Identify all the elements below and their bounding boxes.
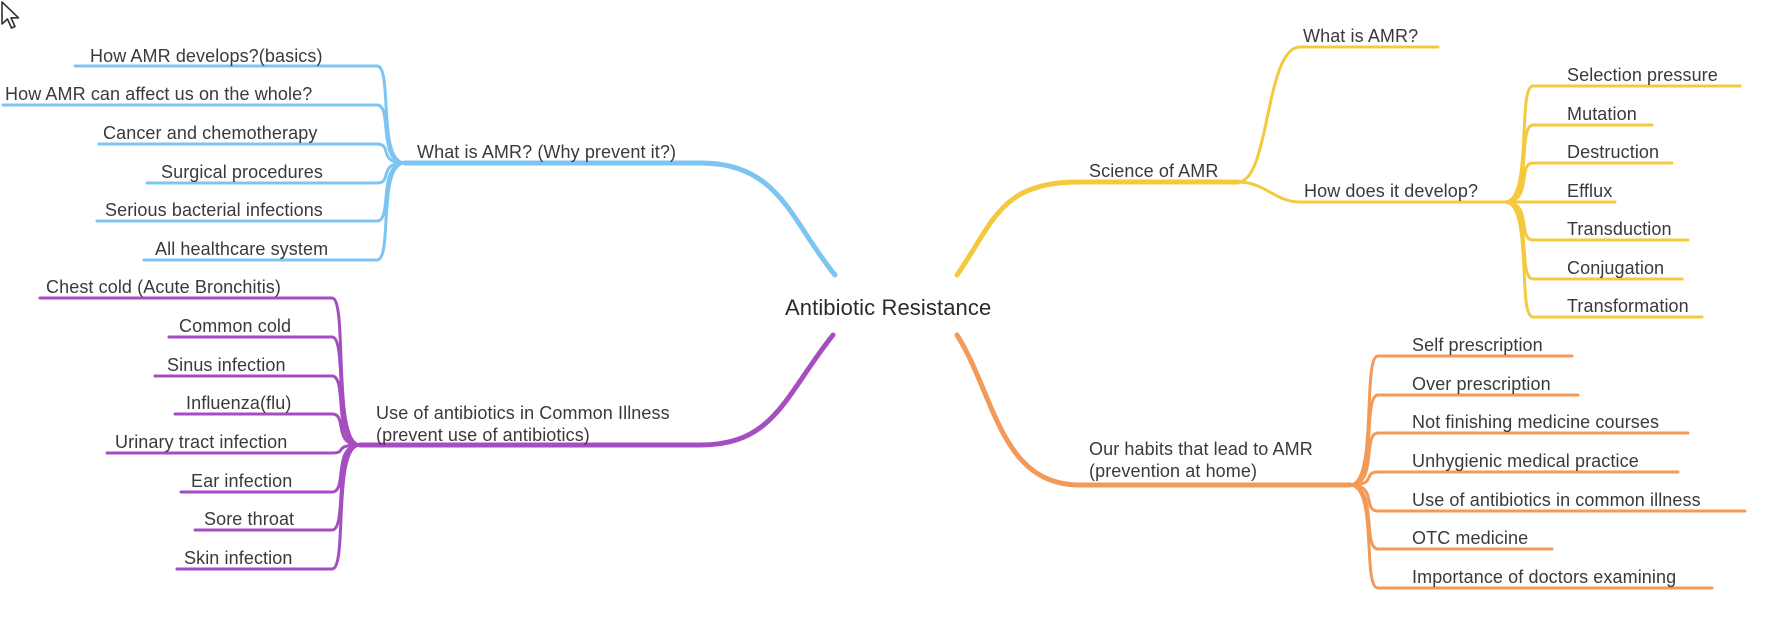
subtopic-serious-bacterial-infections[interactable]: Serious bacterial infections: [105, 200, 323, 220]
connector-purple-child: [175, 443, 362, 571]
subtopic-importance-of-doctors-examining[interactable]: Importance of doctors examining: [1412, 567, 1677, 587]
subtopic-otc-medicine[interactable]: OTC medicine: [1412, 528, 1529, 548]
subtopic-sinus-infection[interactable]: Sinus infection: [167, 355, 286, 375]
connector-orange-child: [1348, 393, 1580, 487]
subtopic-use-of-antibiotics-in-common-illness[interactable]: Use of antibiotics in common illness: [1412, 490, 1701, 510]
subtopic-influenza[interactable]: Influenza(flu): [186, 393, 292, 413]
topic-line-1: Use of antibiotics in Common Illness: [376, 403, 670, 423]
connector-orange-child: [1348, 431, 1690, 487]
connector-yellow-leaf: [1503, 200, 1704, 319]
subtopic-urinary-tract-infection[interactable]: Urinary tract infection: [115, 432, 288, 452]
topic-what-is-amr-why-prevent[interactable]: What is AMR? (Why prevent it?): [417, 142, 677, 162]
connector-orange-child: [1348, 483, 1714, 590]
subtopic-ear-infection[interactable]: Ear infection: [191, 471, 293, 491]
leaf-mutation[interactable]: Mutation: [1567, 104, 1637, 124]
leaf-destruction[interactable]: Destruction: [1567, 142, 1660, 162]
leaf-selection-pressure[interactable]: Selection pressure: [1567, 65, 1718, 85]
subtopic-all-healthcare-system[interactable]: All healthcare system: [155, 239, 329, 259]
topic-line-1: Our habits that lead to AMR: [1089, 439, 1313, 459]
connector-purple-child: [153, 374, 362, 447]
connector-yellow-leaf: [1503, 123, 1654, 204]
central-topic[interactable]: Antibiotic Resistance: [785, 295, 992, 320]
subtopic-how-does-it-develop[interactable]: How does it develop?: [1304, 181, 1479, 201]
leaf-transduction[interactable]: Transduction: [1567, 219, 1672, 239]
leaf-efflux[interactable]: Efflux: [1567, 181, 1613, 201]
subtopic-self-prescription[interactable]: Self prescription: [1412, 335, 1543, 355]
connector-blue-main: [402, 160, 838, 278]
subtopic-sore-throat[interactable]: Sore throat: [204, 509, 295, 529]
connector-yellow-leaf: [1503, 161, 1674, 204]
subtopic-not-finishing-medicine-courses[interactable]: Not finishing medicine courses: [1412, 412, 1660, 432]
subtopic-common-cold[interactable]: Common cold: [179, 316, 292, 336]
connector-orange-child: [1348, 470, 1680, 487]
topic-use-of-antibiotics-common-illness[interactable]: Use of antibiotics in Common Illness (pr…: [376, 402, 670, 446]
topic-line-2: (prevent use of antibiotics): [376, 425, 590, 445]
subtopic-how-amr-develops[interactable]: How AMR develops?(basics): [90, 46, 323, 66]
connector-orange-main: [954, 332, 1353, 488]
connector-purple-main: [357, 332, 836, 448]
topic-our-habits-that-lead-to-amr[interactable]: Our habits that lead to AMR (prevention …: [1089, 438, 1313, 482]
topic-line-2: (prevention at home): [1089, 461, 1258, 481]
subtopic-chest-cold[interactable]: Chest cold (Acute Bronchitis): [46, 277, 281, 297]
connector-yellow-main: [954, 179, 1241, 278]
topic-science-of-amr[interactable]: Science of AMR: [1089, 161, 1219, 181]
subtopic-skin-infection[interactable]: Skin infection: [184, 548, 293, 568]
connector-purple-child: [167, 335, 362, 447]
connector-yellow-what: [1236, 45, 1440, 184]
subtopic-how-amr-can-affect-us[interactable]: How AMR can affect us on the whole?: [5, 84, 313, 104]
subtopic-cancer-and-chemotherapy[interactable]: Cancer and chemotherapy: [103, 123, 318, 143]
connector-blue-child: [73, 64, 407, 165]
mouse-pointer-icon: [1, 1, 20, 29]
subtopic-surgical-procedures[interactable]: Surgical procedures: [161, 162, 323, 182]
subtopic-over-prescription[interactable]: Over prescription: [1412, 374, 1551, 394]
leaf-transformation[interactable]: Transformation: [1567, 296, 1689, 316]
connector-blue-child: [142, 161, 407, 262]
connector-yellow-how: [1236, 180, 1507, 204]
connector-blue-child: [1, 103, 407, 165]
leaf-conjugation[interactable]: Conjugation: [1567, 258, 1665, 278]
subtopic-what-is-amr[interactable]: What is AMR?: [1303, 26, 1419, 46]
subtopic-unhygienic-medical-practice[interactable]: Unhygienic medical practice: [1412, 451, 1639, 471]
